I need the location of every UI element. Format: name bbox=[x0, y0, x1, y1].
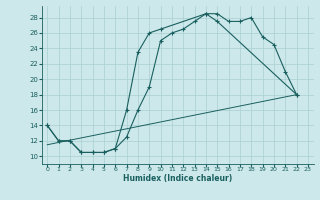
X-axis label: Humidex (Indice chaleur): Humidex (Indice chaleur) bbox=[123, 174, 232, 183]
